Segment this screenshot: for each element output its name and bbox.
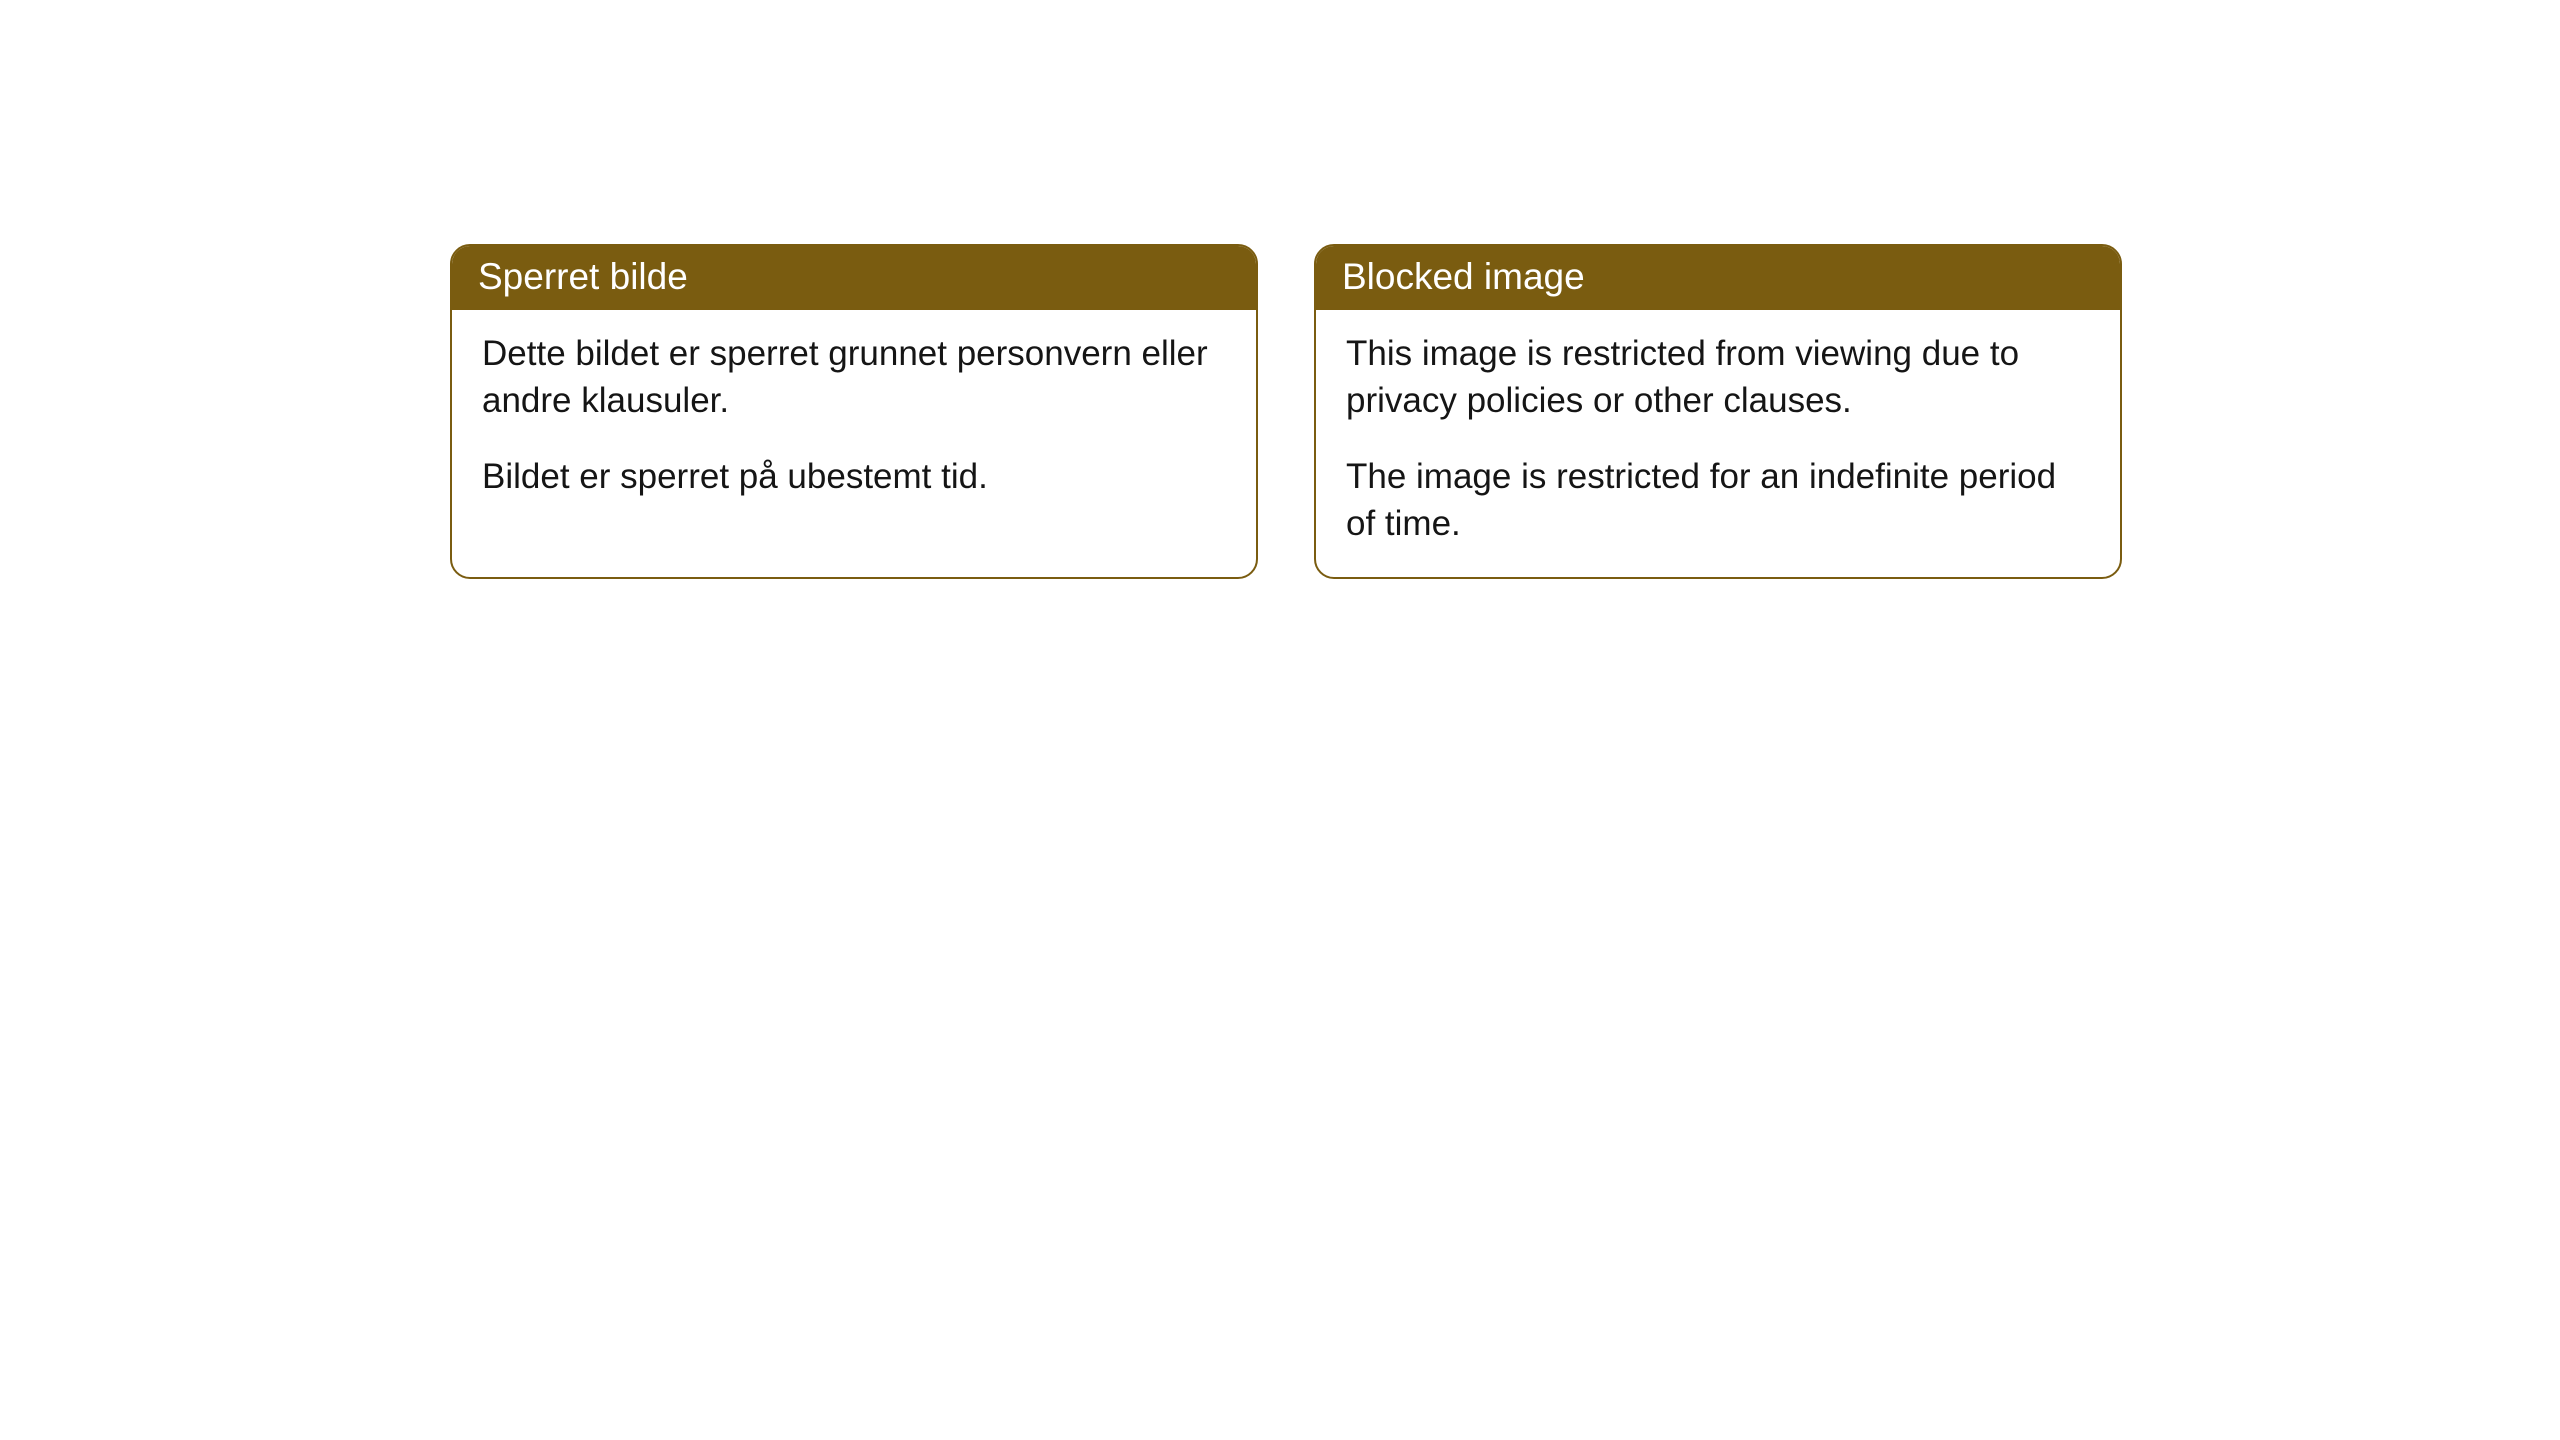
card-header: Sperret bilde <box>452 246 1256 310</box>
blocked-image-card-no: Sperret bilde Dette bildet er sperret gr… <box>450 244 1258 579</box>
card-paragraph: Dette bildet er sperret grunnet personve… <box>482 330 1226 425</box>
card-header: Blocked image <box>1316 246 2120 310</box>
card-body: Dette bildet er sperret grunnet personve… <box>452 310 1256 530</box>
card-body: This image is restricted from viewing du… <box>1316 310 2120 577</box>
cards-container: Sperret bilde Dette bildet er sperret gr… <box>0 0 2560 579</box>
card-paragraph: Bildet er sperret på ubestemt tid. <box>482 453 1226 500</box>
card-paragraph: This image is restricted from viewing du… <box>1346 330 2090 425</box>
card-paragraph: The image is restricted for an indefinit… <box>1346 453 2090 548</box>
blocked-image-card-en: Blocked image This image is restricted f… <box>1314 244 2122 579</box>
